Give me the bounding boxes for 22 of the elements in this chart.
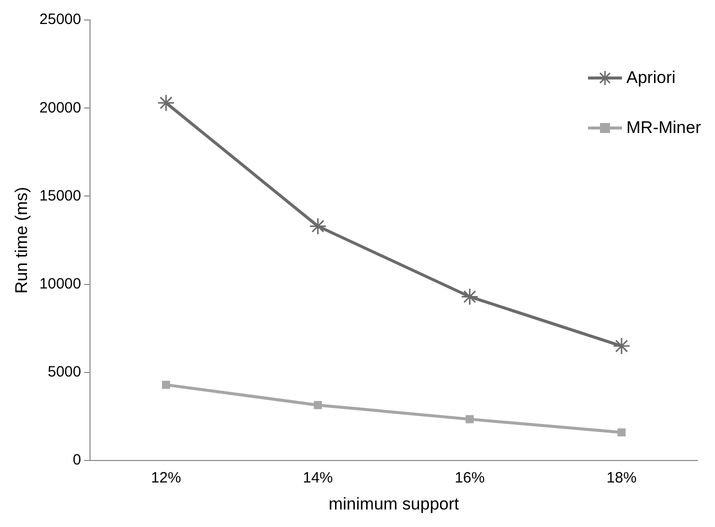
- x-tick-label: 14%: [302, 470, 333, 487]
- point: [618, 428, 626, 436]
- x-tick-label: 18%: [606, 470, 637, 487]
- y-tick-label: 15000: [39, 187, 82, 204]
- point: [460, 288, 478, 306]
- legend-label: Apriori: [626, 68, 676, 88]
- point: [157, 94, 175, 112]
- y-tick-label: 25000: [39, 11, 82, 28]
- y-tick-label: 20000: [39, 99, 82, 116]
- x-tick-label: 16%: [454, 470, 485, 487]
- y-tick-label: 0: [72, 452, 82, 469]
- y-axis-title: Run time (ms): [12, 186, 31, 294]
- legend-label: MR-Miner: [626, 118, 701, 138]
- point: [314, 401, 322, 410]
- point: [466, 415, 474, 424]
- x-axis-title: minimum support: [328, 494, 460, 514]
- point: [612, 337, 630, 355]
- y-tick-label: 10000: [39, 276, 82, 292]
- point: [309, 217, 327, 235]
- x-tick-label: 12%: [151, 470, 182, 487]
- y-tick-label: 5000: [48, 364, 82, 381]
- point: [162, 380, 170, 389]
